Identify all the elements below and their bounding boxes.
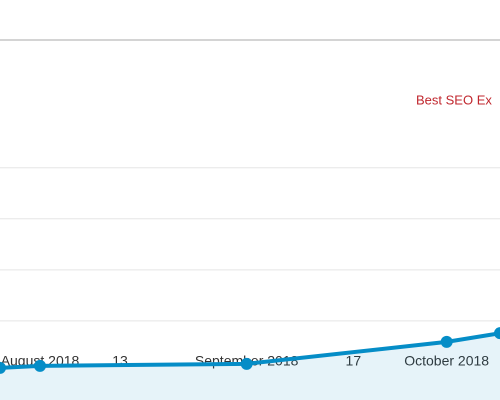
x-tick-label: 17: [346, 353, 362, 369]
x-tick-label: October 2018: [404, 353, 489, 369]
annotation: Best SEO Ex: [416, 92, 492, 107]
point: [240, 357, 253, 370]
point: [440, 335, 453, 348]
point: [494, 327, 500, 340]
point: [34, 359, 46, 372]
point: [0, 361, 6, 374]
